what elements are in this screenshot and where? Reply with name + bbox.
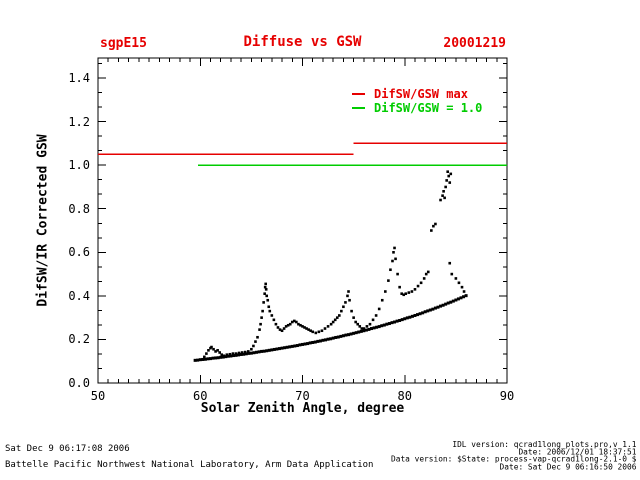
footer-timestamp: Sat Dec 9 06:17:08 2006 <box>5 444 130 454</box>
y-tick-label: 0.6 <box>68 245 90 260</box>
x-tick-label: 50 <box>90 389 106 403</box>
fineprint-data-version: Data version: $State: process-vap-qcrad1… <box>390 454 636 464</box>
y-tick-label: 0.4 <box>68 288 90 303</box>
footer-organization: Battelle Pacific Northwest National Labo… <box>5 460 374 470</box>
y-tick-label: 0.2 <box>68 332 90 347</box>
legend-row-max: DifSW/GSW max <box>352 87 468 101</box>
y-tick-label: 0.0 <box>68 376 90 390</box>
fineprint-date2: Date: Sat Dec 9 06:16:50 2006 <box>499 462 636 472</box>
x-tick-label: 60 <box>193 389 208 403</box>
x-tick-label: 90 <box>499 389 515 403</box>
legend-label-unity: DifSW/GSW = 1.0 <box>374 101 483 115</box>
legend-row-unity: DifSW/GSW = 1.0 <box>352 101 483 115</box>
chart-title: Diffuse vs GSW <box>243 34 362 50</box>
fineprint-date1: Date: 2006/12/01 18:37:51 <box>517 447 636 457</box>
legend-dash-red <box>352 93 365 95</box>
x-tick-label: 80 <box>397 389 412 403</box>
x-axis-title: Solar Zenith Angle, degree <box>200 401 405 416</box>
y-tick-label: 0.8 <box>68 201 90 216</box>
legend-dash-green <box>352 107 365 109</box>
fineprint-idl-version: IDL version: qcrad1long_plots.pro,v 1.1 <box>451 440 636 449</box>
x-tick-label: 70 <box>295 389 310 403</box>
scatter-series-points <box>203 170 466 359</box>
scatter-series-uniform-x <box>193 294 468 362</box>
y-tick-label: 1.4 <box>68 71 90 86</box>
y-tick-label: 1.2 <box>68 114 90 129</box>
site-label: sgpE15 <box>100 36 147 51</box>
date-label: 20001219 <box>443 36 506 51</box>
fineprint-block: IDL version: qcrad1long_plots.pro,v 1.1 … <box>391 441 636 471</box>
y-tick-label: 1.0 <box>68 158 90 173</box>
legend-label-max: DifSW/GSW max <box>374 87 468 101</box>
